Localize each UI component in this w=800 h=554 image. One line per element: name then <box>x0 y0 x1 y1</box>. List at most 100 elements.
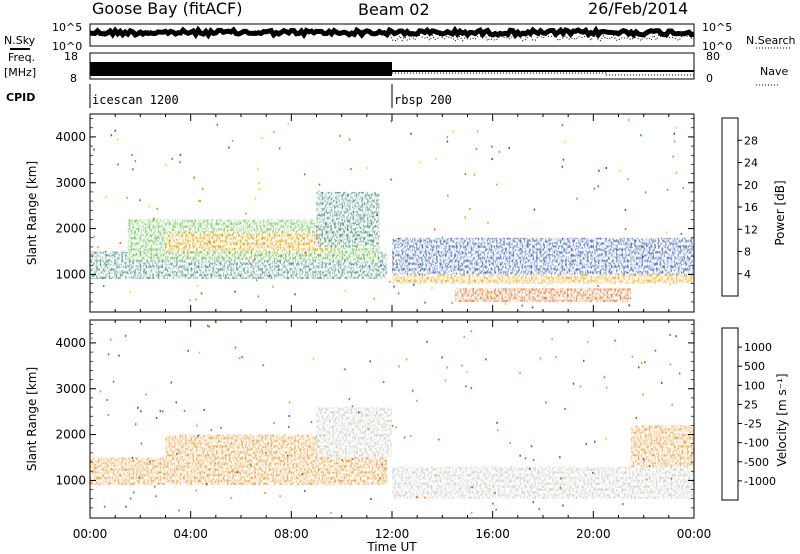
echo-cell <box>405 358 408 361</box>
echo-cell <box>175 401 177 404</box>
velocity-colorbar: 1000 500 100 25 -25 -100 -500 -1000 <box>721 327 776 501</box>
echo-cell <box>257 168 259 171</box>
beam-title: Beam 02 <box>358 0 430 19</box>
echo-cell <box>476 130 479 133</box>
echo-cell <box>262 364 264 367</box>
echo-cell <box>93 148 95 151</box>
echo-cell <box>441 356 443 359</box>
echo-cell <box>288 426 290 428</box>
echo-cell <box>156 218 159 221</box>
echo-cell <box>597 284 599 287</box>
echo-cell <box>265 451 267 454</box>
echo-cell <box>154 485 156 488</box>
echo-cell <box>678 372 681 375</box>
echo-cell <box>278 147 281 150</box>
echo-cell <box>398 365 400 368</box>
echo-cell <box>614 339 616 342</box>
colorbar-tick-label: 100 <box>744 379 765 392</box>
echo-cell <box>155 236 158 239</box>
echo-cell <box>159 410 162 413</box>
nsky-tick-top: 10^5 <box>52 21 82 34</box>
echo-cell <box>487 221 489 224</box>
echo-cell <box>622 503 624 506</box>
echo-cell <box>288 415 290 417</box>
echo-cell <box>673 140 676 143</box>
echo-cell <box>433 228 436 231</box>
echo-cell <box>583 274 585 276</box>
echo-cell <box>564 408 566 410</box>
echo-cell <box>310 421 313 424</box>
echo-cell <box>395 426 397 429</box>
nsearch-tick-bottom: 10^0 <box>702 40 732 53</box>
x-tick-label: 16:00 <box>475 527 510 541</box>
echo-cell <box>203 232 206 235</box>
echo-cell <box>654 349 657 352</box>
echo-cell <box>183 409 186 412</box>
echo-cell <box>250 464 252 467</box>
echo-cell <box>286 454 289 457</box>
echo-cell <box>491 158 493 161</box>
echo-cell <box>234 346 237 349</box>
echo-cell <box>179 161 181 164</box>
echo-cell <box>459 265 461 268</box>
echo-cell <box>529 467 531 470</box>
echo-cell <box>129 290 131 293</box>
echo-cell <box>107 414 109 416</box>
echo-cell <box>446 140 449 143</box>
echo-cell <box>280 255 282 258</box>
echo-cell <box>140 442 143 445</box>
echo-cell <box>390 178 392 181</box>
colorbar-tick-label: 20 <box>744 179 758 192</box>
echo-cell <box>149 460 151 463</box>
echo-cell <box>255 279 258 282</box>
colorbar-tick-label: 1000 <box>744 341 772 354</box>
echo-cell <box>94 466 97 469</box>
echo-cell <box>416 399 418 402</box>
echo-cell <box>675 126 677 129</box>
echo-cell <box>463 335 465 338</box>
echo-cell <box>461 364 463 367</box>
echo-cell <box>208 240 211 243</box>
colorbar-tick-label: -500 <box>744 456 769 469</box>
nave-tick-bottom: 0 <box>706 72 713 85</box>
echo-cell <box>373 297 375 300</box>
echo-cell <box>639 247 642 250</box>
echo-cell <box>389 280 391 283</box>
echo-cell <box>605 437 607 440</box>
echo-cell <box>380 264 382 267</box>
echo-cell <box>435 158 437 161</box>
echo-cell <box>198 433 201 436</box>
echo-cell <box>519 454 521 457</box>
echo-cell <box>230 497 232 500</box>
echo-cell <box>431 287 433 290</box>
freq-label: Freq. <box>8 51 35 64</box>
nsky-label: N.Sky <box>4 34 36 47</box>
echo-cell <box>413 283 415 286</box>
nsearch-label: N.Search <box>746 34 796 47</box>
echo-cell <box>354 238 357 241</box>
echo-cell <box>680 232 683 235</box>
echo-cell <box>114 129 117 132</box>
cpid-mode-label: rbsp 200 <box>394 93 452 107</box>
echo-cell <box>665 231 667 234</box>
nsky-panel <box>89 23 695 47</box>
velocity-panel: 1000 2000 3000 4000 <box>55 319 695 519</box>
echo-cell <box>491 145 493 148</box>
echo-cell <box>519 372 521 374</box>
echo-cell <box>348 398 351 401</box>
echo-cell <box>525 237 528 240</box>
echo-cell <box>369 360 371 363</box>
echo-cell <box>155 495 157 498</box>
echo-cell <box>597 185 600 188</box>
echo-cell <box>187 349 189 352</box>
echo-cell <box>562 158 565 161</box>
echo-cell <box>485 358 487 361</box>
echo-cell <box>629 245 631 248</box>
echo-cell <box>97 246 99 249</box>
echo-cell <box>666 188 669 191</box>
colorbar-tick-label: -1000 <box>744 475 776 488</box>
echo-cell <box>164 164 167 167</box>
y-tick-label: 1000 <box>55 267 86 281</box>
echo-cell <box>496 421 498 424</box>
power-colorbar-label: Power [dB] <box>773 180 787 245</box>
